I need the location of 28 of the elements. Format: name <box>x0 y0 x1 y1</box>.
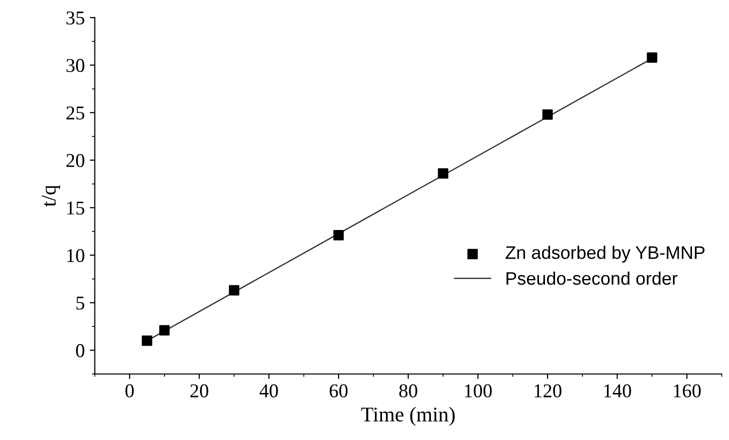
legend-label: Zn adsorbed by YB-MNP <box>506 246 705 263</box>
point <box>646 52 658 63</box>
y-tick-label: 0 <box>76 344 84 358</box>
x-tick-label: 0 <box>125 384 134 398</box>
point <box>542 109 553 120</box>
y-axis-title: t/q <box>42 185 60 207</box>
point <box>159 325 170 336</box>
x-tick-label: 120 <box>534 384 562 398</box>
y-tick-label: 25 <box>66 106 84 120</box>
y-tick-label: 10 <box>67 249 84 262</box>
x-tick-label: 100 <box>465 384 492 398</box>
x-tick-label: 20 <box>190 384 208 398</box>
y-tick-label: 20 <box>66 154 84 168</box>
x-tick-label: 60 <box>330 384 348 398</box>
y-tick-label: 5 <box>76 296 84 310</box>
point <box>142 336 152 346</box>
y-tick-label: 35 <box>66 11 84 25</box>
point <box>438 168 448 179</box>
point <box>333 230 344 240</box>
y-tick-label: 30 <box>66 58 84 72</box>
point <box>228 285 240 296</box>
y-tick-label: 15 <box>67 202 84 215</box>
x-tick-label: 160 <box>674 384 701 398</box>
x-tick-label: 40 <box>260 384 278 398</box>
x-axis-title: Time (min) <box>361 406 455 426</box>
x-tick-label: 80 <box>399 384 418 398</box>
legend-label: Pseudo-second order <box>506 272 678 285</box>
x-tick-label: 140 <box>604 384 632 398</box>
